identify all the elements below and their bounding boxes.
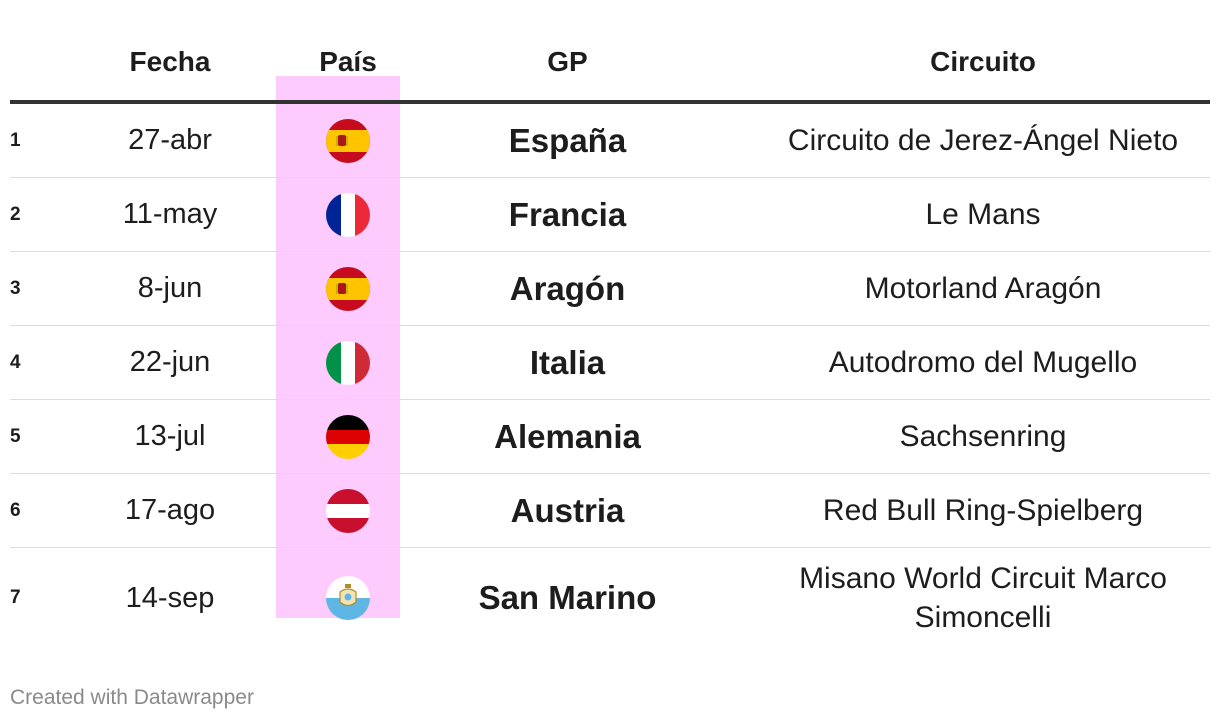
row-circuito: Red Bull Ring-Spielberg: [822, 494, 1144, 527]
row-country: [286, 326, 410, 399]
table-row: 2 11-may Francia Le Mans: [10, 178, 1210, 252]
row-date: 13-jul: [134, 420, 206, 452]
france-flag-icon: [326, 192, 370, 237]
germany-flag-icon: [326, 414, 370, 459]
row-number: 3: [10, 277, 21, 299]
austria-flag-icon: [326, 488, 370, 533]
row-number: 1: [10, 129, 21, 151]
datawrapper-credit[interactable]: Created with Datawrapper: [10, 686, 254, 709]
row-country: [286, 104, 410, 177]
row-date: 22-jun: [129, 346, 211, 378]
row-country: [286, 178, 410, 251]
table-row: 5 13-jul Alemania Sachsenring: [10, 400, 1210, 474]
row-date: 17-ago: [124, 494, 216, 526]
table-body: 1 27-abr España Circuito de Jerez-Ángel …: [10, 104, 1210, 648]
row-gp: Italia: [529, 343, 606, 381]
row-number: 4: [10, 351, 21, 373]
header-pais[interactable]: País: [319, 46, 377, 77]
row-circuito: Misano World Circuit Marco Simoncelli: [799, 562, 1167, 634]
table-row: 7 14-sep San Marino Misano World Circuit…: [10, 548, 1210, 648]
row-gp: Francia: [508, 195, 627, 233]
row-gp: Alemania: [494, 417, 641, 455]
row-gp: Austria: [510, 491, 625, 529]
table-row: 6 17-ago Austria Red Bull Ring-Spielberg: [10, 474, 1210, 548]
row-date: 8-jun: [137, 272, 203, 304]
row-date: 14-sep: [125, 581, 215, 614]
row-circuito: Autodromo del Mugello: [828, 346, 1138, 379]
row-date: 11-may: [122, 198, 218, 230]
header-gp[interactable]: GP: [547, 46, 588, 77]
row-date: 27-abr: [128, 124, 212, 156]
row-country: [286, 474, 410, 547]
row-country: [286, 252, 410, 325]
table-header: Fecha País GP Circuito: [10, 28, 1210, 104]
row-number: 7: [10, 587, 21, 608]
row-gp: Aragón: [509, 269, 626, 307]
row-circuito: Motorland Aragón: [864, 272, 1102, 305]
row-number: 5: [10, 425, 21, 447]
row-number: 6: [10, 499, 21, 521]
table-row: 1 27-abr España Circuito de Jerez-Ángel …: [10, 104, 1210, 178]
table-row: 4 22-jun Italia Autodromo del Mugello: [10, 326, 1210, 400]
row-gp: España: [508, 121, 627, 159]
row-circuito: Le Mans: [925, 198, 1041, 231]
row-number: 2: [10, 203, 21, 225]
row-country: [286, 400, 410, 473]
spain-flag-icon: [326, 266, 370, 311]
spain-flag-icon: [326, 118, 370, 163]
san-marino-flag-icon: [326, 576, 370, 620]
table-row: 3 8-jun Aragón Motorland Aragón: [10, 252, 1210, 326]
row-circuito: Circuito de Jerez-Ángel Nieto: [787, 124, 1179, 157]
italy-flag-icon: [326, 340, 370, 385]
row-circuito: Sachsenring: [899, 420, 1067, 453]
header-fecha[interactable]: Fecha: [129, 46, 211, 77]
header-circuito[interactable]: Circuito: [930, 46, 1036, 77]
calendar-table: Fecha País GP Circuito 1 27-abr España C…: [10, 28, 1210, 648]
row-gp: San Marino: [478, 579, 657, 616]
row-country: [286, 548, 410, 648]
